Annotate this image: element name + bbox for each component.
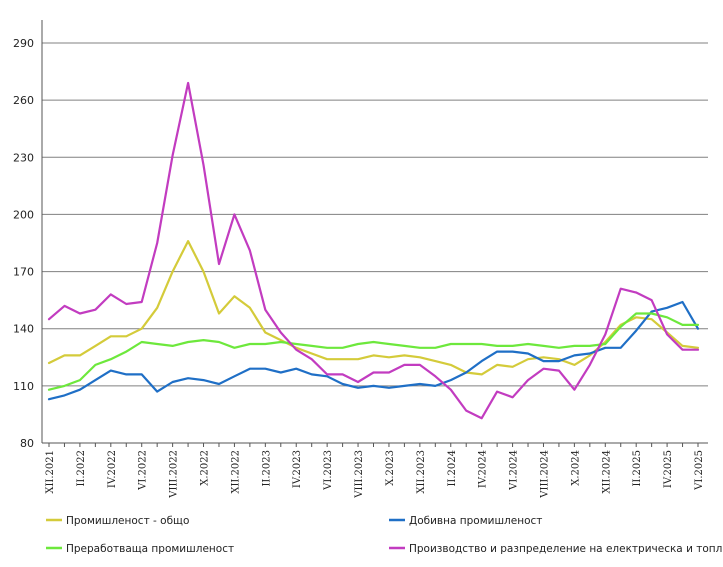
series-line-1	[47, 240, 700, 376]
x-axis: XII.2021 II.2022 IV.2022 VI.2022 VIII.2022 X.…	[42, 442, 708, 499]
series-line-2	[47, 300, 700, 401]
x-tick-label: II.2022	[76, 450, 87, 487]
x-tick-label: X.2022	[200, 450, 211, 486]
legend-label-2: Добивна промишленост	[409, 515, 542, 527]
y-tick-label: 290	[13, 37, 34, 50]
legend-label-1: Промишленост - общо	[66, 515, 189, 527]
x-tick-label: IV.2024	[478, 450, 489, 488]
series-lines	[47, 81, 700, 420]
y-tick-label: 260	[13, 94, 34, 107]
x-tick-label: VI.2025	[694, 450, 705, 491]
legend: Промишленост - общо Добивна промишленост П…	[46, 515, 723, 555]
legend-label-3: Преработваща промишленост	[66, 543, 234, 555]
x-tick-label: VI.2024	[509, 450, 520, 491]
x-tick-label: XII.2023	[416, 450, 427, 494]
y-tick-label: 170	[13, 266, 34, 279]
x-tick-label: IV.2022	[107, 450, 118, 488]
legend-label-4: Производство и разпределение на електрич…	[409, 543, 723, 555]
x-tick-label: X.2024	[570, 450, 581, 486]
y-tick-label: 110	[13, 380, 34, 393]
x-tick-label: X.2023	[385, 450, 396, 486]
series-line-3	[47, 312, 700, 391]
y-tick-label: 80	[20, 437, 34, 450]
x-tick-label: IV.2023	[292, 450, 303, 488]
x-tick-label: VI.2022	[138, 450, 149, 491]
series-line-4	[47, 81, 700, 420]
y-axis: 80 110 140 170 200 230 260 290	[13, 20, 43, 450]
x-tick-label: VIII.2023	[354, 450, 365, 499]
x-tick-label: XII.2021	[45, 450, 56, 494]
x-tick-label: VIII.2022	[169, 450, 180, 499]
x-tick-label: XII.2022	[230, 450, 241, 494]
x-tick-label: XII.2024	[601, 450, 612, 494]
x-tick-label: VI.2023	[323, 450, 334, 491]
gridlines	[42, 42, 708, 387]
x-tick-label: IV.2025	[663, 450, 674, 488]
x-tick-label: VIII.2024	[539, 450, 550, 499]
x-tick-label: II.2023	[261, 450, 272, 487]
x-tick-label: II.2025	[632, 450, 643, 487]
y-tick-label: 140	[13, 323, 34, 336]
x-tick-label: II.2024	[447, 450, 458, 487]
y-tick-label: 230	[13, 151, 34, 164]
y-tick-label: 200	[13, 208, 34, 221]
